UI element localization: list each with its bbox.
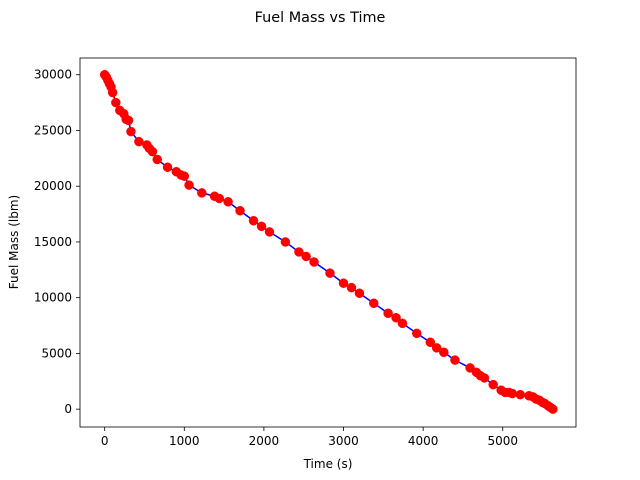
data-point xyxy=(111,97,121,108)
x-tick-label: 1000 xyxy=(169,434,200,448)
data-point xyxy=(214,193,225,204)
data-point xyxy=(301,251,311,262)
data-point xyxy=(264,227,275,237)
data-point xyxy=(338,278,349,288)
data-point xyxy=(412,328,422,339)
data-point xyxy=(123,115,134,126)
data-point xyxy=(294,247,304,257)
axes-frame xyxy=(79,57,577,428)
data-point xyxy=(162,162,173,173)
y-axis-title: Fuel Mass (lbm) xyxy=(7,195,21,289)
data-point xyxy=(488,379,498,390)
y-tick-label: 5000 xyxy=(41,346,72,360)
data-point xyxy=(346,282,357,293)
plot-area: 0 1000 2000 3000 4000 5000 0 5000 10000 15000 2000… xyxy=(34,57,577,448)
data-point xyxy=(280,237,291,247)
data-point xyxy=(369,298,379,309)
data-point xyxy=(450,355,460,365)
x-tick-label: 5000 xyxy=(487,434,518,448)
x-tick-label: 2000 xyxy=(249,434,280,448)
y-tick-label: 20000 xyxy=(34,179,72,193)
y-tick-label: 15000 xyxy=(34,235,72,249)
data-point xyxy=(235,205,245,216)
data-point xyxy=(507,388,518,399)
data-point xyxy=(425,337,436,348)
y-tick-label: 25000 xyxy=(34,123,72,137)
data-point xyxy=(391,312,401,323)
data-point xyxy=(325,268,335,278)
data-point xyxy=(309,257,319,267)
x-tick-label: 0 xyxy=(101,434,109,448)
x-tick-label: 3000 xyxy=(328,434,359,448)
chart-title: Fuel Mass vs Time xyxy=(255,10,386,26)
data-point xyxy=(147,146,158,157)
y-tick-label: 0 xyxy=(64,402,72,416)
data-point xyxy=(184,180,194,190)
data-point xyxy=(134,136,144,147)
data-point xyxy=(256,221,267,232)
data-point xyxy=(197,188,207,198)
data-point xyxy=(548,404,558,414)
data-point xyxy=(397,318,408,329)
data-point xyxy=(431,343,442,353)
data-point xyxy=(479,373,490,383)
x-axis-title: Time (s) xyxy=(303,457,353,471)
data-point xyxy=(515,389,526,400)
data-point xyxy=(107,87,118,98)
x-tick-label: 4000 xyxy=(408,434,439,448)
y-tick-label: 10000 xyxy=(34,291,72,305)
data-point xyxy=(179,171,190,181)
data-point xyxy=(354,288,365,298)
data-point xyxy=(126,126,136,137)
data-point xyxy=(383,308,393,319)
data-point xyxy=(152,154,162,165)
y-tick-label: 30000 xyxy=(34,68,72,82)
data-point xyxy=(248,216,259,226)
data-point xyxy=(223,197,233,207)
data-point xyxy=(439,347,449,358)
